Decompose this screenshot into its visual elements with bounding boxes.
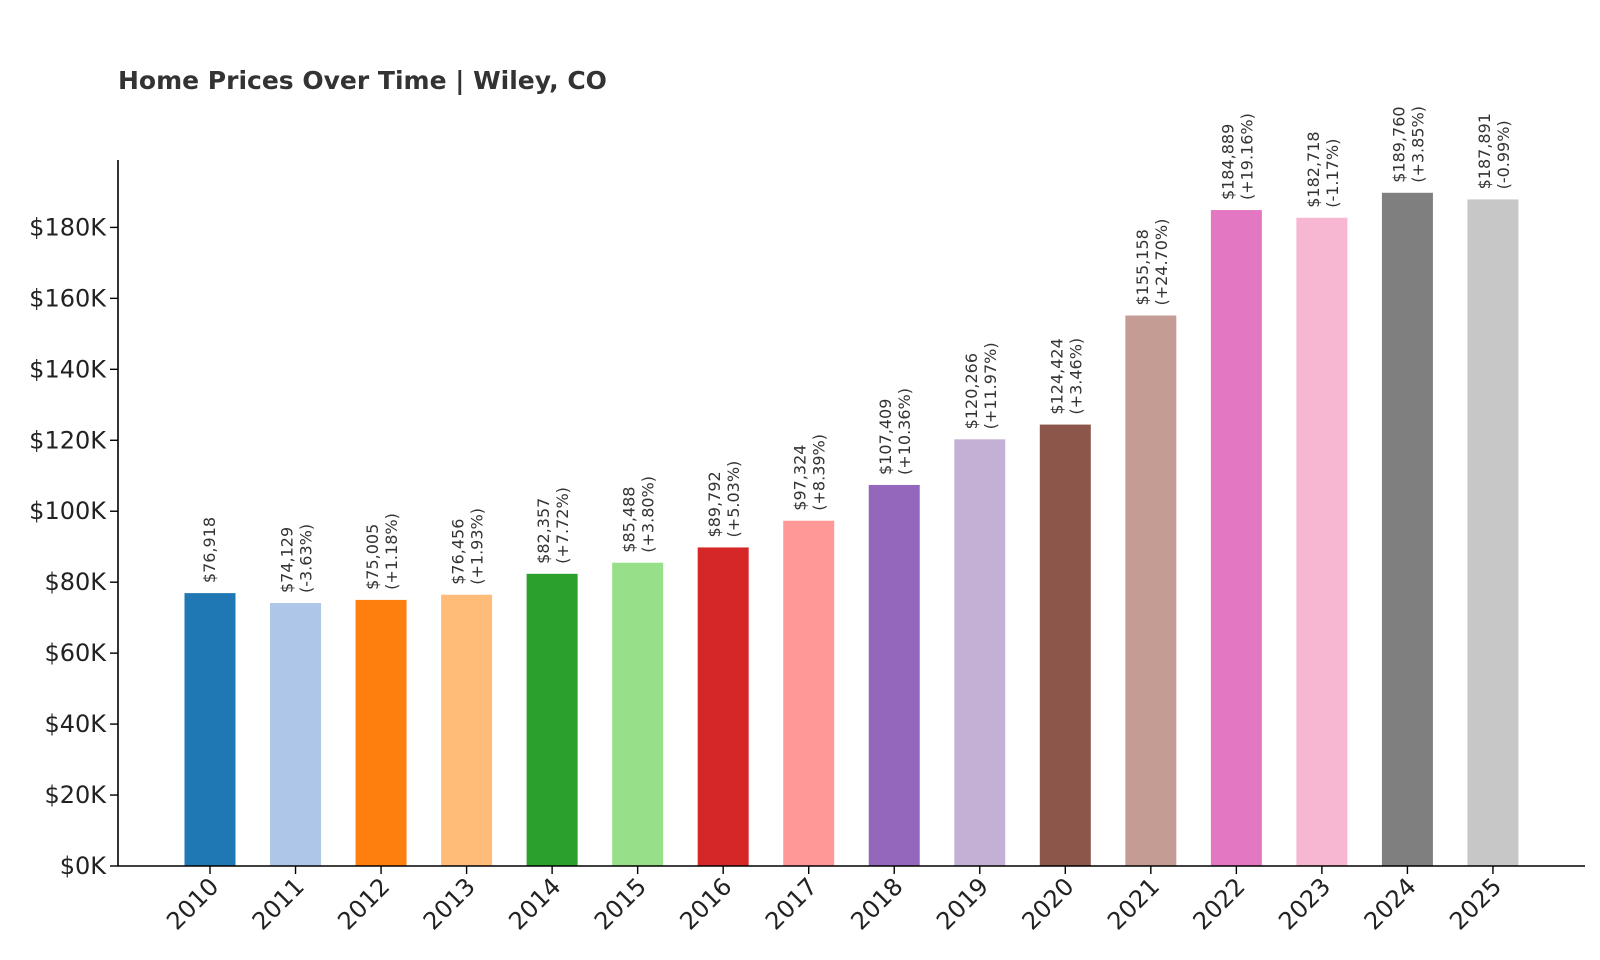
bar-value-label: $82,357 [534,498,553,564]
bar-change-label: (-3.63%) [297,524,316,593]
bar [270,603,322,866]
x-tick-label: 2012 [332,872,395,935]
x-tick-label: 2025 [1444,872,1507,935]
x-tick-label: 2013 [418,872,481,935]
bar-value-label: $184,889 [1218,124,1237,200]
bar-value-label: $97,324 [791,445,810,511]
bar-change-label: (+19.16%) [1237,113,1256,200]
x-tick-label: 2010 [161,872,224,935]
bar-change-label: (+3.46%) [1066,338,1085,415]
bar [1381,192,1433,866]
y-tick-label: $20K [44,781,107,809]
bar-label: $187,891 (-0.99%) [1475,113,1513,189]
bar-label: $124,424 (+3.46%) [1047,338,1085,415]
y-tick-label: $80K [44,568,107,596]
bar-labels-group: $76,918 $74,129 (-3.63%) $75,005 (+1.18%) $76… [200,106,1513,593]
bars-group [184,192,1519,867]
bar-change-label: (-1.17%) [1323,139,1342,208]
bar-change-label: (+3.80%) [639,476,658,553]
bar-value-label: $155,158 [1133,229,1152,305]
x-tick-label: 2022 [1188,872,1251,935]
bar [697,547,749,866]
bar-change-label: (+11.97%) [981,342,1000,429]
bar-label: $97,324 (+8.39%) [791,434,829,511]
x-tick-label: 2015 [589,872,652,935]
bar [954,439,1006,866]
bar-change-label: (+7.72%) [553,487,572,564]
y-tick-label: $140K [29,355,107,383]
bar-label: $120,266 (+11.97%) [962,342,1000,429]
bar-value-label: $187,891 [1475,113,1494,189]
bar-label: $189,760 (+3.85%) [1389,106,1427,183]
bar-value-label: $182,718 [1304,131,1323,207]
bar-value-label: $124,424 [1047,338,1066,414]
bar-label: $74,129 (-3.63%) [278,524,316,593]
bar-label: $155,158 (+24.70%) [1133,219,1171,306]
x-tick-label: 2024 [1359,872,1422,935]
bar-change-label: (+5.03%) [724,461,743,538]
bar-value-label: $76,456 [449,519,468,585]
bar-value-label: $107,409 [876,399,895,475]
bar [441,594,493,866]
bar [868,484,920,866]
y-tick-label: $60K [44,639,107,667]
bar-change-label: (+24.70%) [1152,219,1171,306]
bar-label: $89,792 (+5.03%) [705,461,743,538]
bar-label: $82,357 (+7.72%) [534,487,572,564]
bar-change-label: (+1.18%) [382,513,401,590]
bar [783,520,835,866]
bar-value-label: $189,760 [1389,106,1408,182]
bar-change-label: (+8.39%) [810,434,829,511]
bar-change-label: (-0.99%) [1494,120,1513,189]
y-tick-label: $180K [29,213,107,241]
bar-value-label: $75,005 [363,524,382,590]
bar-label: $76,918 [200,517,219,583]
y-tick-label: $40K [44,710,107,738]
y-tick-label: $120K [29,426,107,454]
bar-value-label: $85,488 [620,487,639,553]
x-axis: 2010 2011 2012 2013 2014 2015 2016 2017 2018 2019… [118,865,1585,935]
bar-value-label: $120,266 [962,353,981,429]
bar [1210,210,1262,866]
bar-label: $85,488 (+3.80%) [620,476,658,553]
bar-value-label: $76,918 [200,517,219,583]
bar-label: $182,718 (-1.17%) [1304,131,1342,207]
bar [184,593,236,866]
x-tick-label: 2018 [845,872,908,935]
x-tick-label: 2011 [247,872,310,935]
bar [612,562,664,866]
x-tick-label: 2023 [1273,872,1336,935]
bar-change-label: (+10.36%) [895,388,914,475]
x-tick-label: 2014 [503,872,566,935]
x-tick-label: 2016 [674,872,737,935]
x-tick-label: 2021 [1102,872,1165,935]
x-tick-label: 2019 [931,872,994,935]
y-tick-label: $0K [60,852,108,880]
bar-change-label: (+3.85%) [1408,106,1427,183]
bar [1467,199,1519,866]
bar [1296,217,1348,866]
x-tick-label: 2020 [1017,872,1080,935]
bar-value-label: $74,129 [278,527,297,593]
bar [526,573,578,866]
y-tick-label: $100K [29,497,107,525]
y-axis: $0K $20K $40K $60K $80K $100K $120K $140K $160K $… [29,160,119,880]
bar-value-label: $89,792 [705,471,724,537]
bar-label: $76,456 (+1.93%) [449,508,487,585]
y-tick-label: $160K [29,284,107,312]
chart-title: Home Prices Over Time | Wiley, CO [118,66,607,95]
bar-label: $107,409 (+10.36%) [876,388,914,475]
bar [1125,315,1177,867]
x-tick-label: 2017 [760,872,823,935]
bar-label: $75,005 (+1.18%) [363,513,401,590]
bar [355,599,407,866]
bar [1039,424,1091,866]
bar-label: $184,889 (+19.16%) [1218,113,1256,200]
bar-change-label: (+1.93%) [468,508,487,585]
